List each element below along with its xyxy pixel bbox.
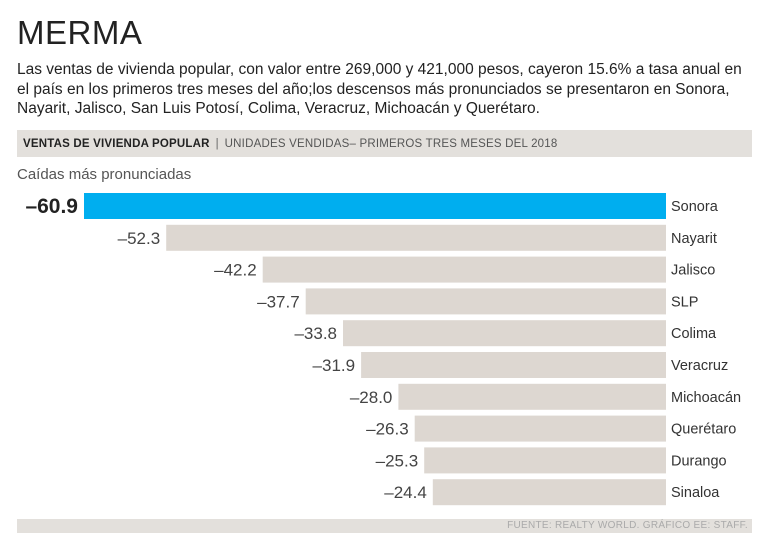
chart-header-units: UNIDADES VENDIDAS– PRIMEROS TRES MESES D… (224, 137, 558, 150)
page-title: MERMA (17, 14, 143, 51)
value-label-sinaloa: –24.4 (384, 483, 427, 502)
value-label-veracruz: –31.9 (313, 356, 356, 375)
chart-subtitle: Caídas más pronunciadas (17, 166, 192, 183)
footer-band (17, 519, 752, 533)
chart-header-separator: | (215, 137, 219, 150)
category-label-jalisco: Jalisco (671, 263, 715, 279)
value-label-querétaro: –26.3 (366, 420, 409, 439)
chart-header-title: VENTAS DE VIVIENDA POPULAR (23, 137, 210, 150)
value-label-slp: –37.7 (257, 292, 300, 311)
value-label-colima: –33.8 (294, 324, 337, 343)
category-label-sinaloa: Sinaloa (671, 485, 720, 501)
bar-michoacán (398, 383, 666, 410)
category-label-sonora: Sonora (671, 199, 719, 215)
bar-jalisco (262, 256, 666, 283)
chart-header-band: VENTAS DE VIVIENDA POPULAR | UNIDADES VE… (17, 130, 752, 157)
value-label-nayarit: –52.3 (118, 229, 161, 248)
category-label-veracruz: Veracruz (671, 358, 728, 374)
source-credit: FUENTE: REALTY WORLD. GRÁFICO EE: STAFF. (507, 520, 748, 531)
bar-slp (305, 288, 666, 315)
value-label-michoacán: –28.0 (350, 388, 393, 407)
category-label-colima: Colima (671, 326, 717, 342)
category-label-durango: Durango (671, 453, 727, 469)
bar-sonora (84, 193, 666, 219)
value-label-sonora: –60.9 (25, 195, 78, 218)
description-text: Las ventas de vivienda popular, con valo… (17, 61, 742, 117)
category-label-michoacán: Michoacán (671, 390, 741, 406)
bar-colima (343, 320, 666, 347)
value-label-durango: –25.3 (376, 451, 419, 470)
bar-querétaro (414, 415, 666, 442)
category-label-querétaro: Querétaro (671, 422, 736, 438)
bar-nayarit (166, 224, 666, 251)
bar-veracruz (361, 352, 666, 378)
bar-durango (424, 447, 666, 474)
category-label-nayarit: Nayarit (671, 231, 717, 247)
value-label-jalisco: –42.2 (214, 261, 257, 280)
category-label-slp: SLP (671, 294, 698, 310)
bar-sinaloa (432, 479, 666, 506)
